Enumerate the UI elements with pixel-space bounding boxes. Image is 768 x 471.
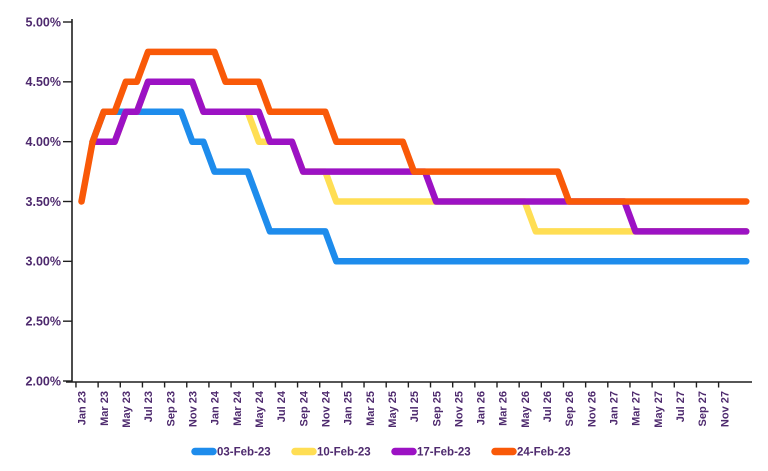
series-line-17-feb-23 [89, 78, 750, 235]
x-axis-label: Sep 25 [431, 391, 443, 426]
x-axis-label: May 25 [387, 391, 399, 428]
x-axis-label: Nov 24 [320, 390, 332, 427]
y-axis-label: 4.50% [26, 75, 61, 89]
series-line-10-feb-23 [89, 78, 750, 235]
x-axis-label: Jul 26 [542, 391, 554, 422]
x-axis-label: May 27 [653, 391, 665, 428]
x-axis-label: Jan 26 [476, 391, 488, 425]
x-axis-label: Jul 25 [409, 391, 421, 422]
x-axis-label: Jul 27 [675, 391, 687, 422]
x-axis-label: Nov 23 [188, 391, 200, 427]
x-axis-label: Sep 27 [697, 391, 709, 426]
series-line-24-feb-23 [78, 48, 750, 205]
x-axis-label: Jan 23 [77, 391, 89, 425]
x-axis-label: Mar 24 [232, 390, 244, 426]
x-axis-label: Jul 23 [143, 391, 155, 422]
legend-label-24-feb-23: 24-Feb-23 [517, 447, 571, 459]
legend-label-17-feb-23: 17-Feb-23 [417, 447, 471, 459]
x-axis-label: Nov 25 [453, 391, 465, 427]
y-axis-label: 4.00% [26, 135, 61, 149]
x-axis-label: Mar 23 [99, 391, 111, 426]
x-axis-label: Sep 23 [165, 391, 177, 426]
y-axis-label: 3.00% [26, 255, 61, 269]
series-line-03-feb-23 [89, 108, 750, 265]
legend-label-10-feb-23: 10-Feb-23 [317, 447, 371, 459]
x-axis-label: May 23 [121, 391, 133, 428]
x-axis-label: Jan 27 [609, 391, 621, 425]
x-axis-label: Jul 24 [276, 390, 288, 422]
x-axis-label: Nov 27 [719, 391, 731, 427]
y-axis-label: 3.50% [26, 195, 61, 209]
x-axis-label: Mar 25 [365, 391, 377, 426]
y-axis-label: 5.00% [26, 15, 61, 29]
legend-label-03-feb-23: 03-Feb-23 [217, 447, 271, 459]
y-axis-label: 2.00% [26, 374, 61, 388]
x-axis-label: Jan 25 [343, 391, 355, 425]
x-axis-label: Jan 24 [210, 390, 222, 425]
x-axis-label: May 26 [520, 391, 532, 428]
x-axis-label: Mar 27 [631, 391, 643, 426]
x-axis-label: Mar 26 [498, 391, 510, 426]
x-axis-label: Sep 26 [564, 391, 576, 426]
x-axis-label: Nov 26 [586, 391, 598, 427]
y-axis-label: 2.50% [26, 315, 61, 329]
x-axis-label: May 24 [254, 390, 266, 428]
x-axis-label: Sep 24 [298, 390, 310, 426]
